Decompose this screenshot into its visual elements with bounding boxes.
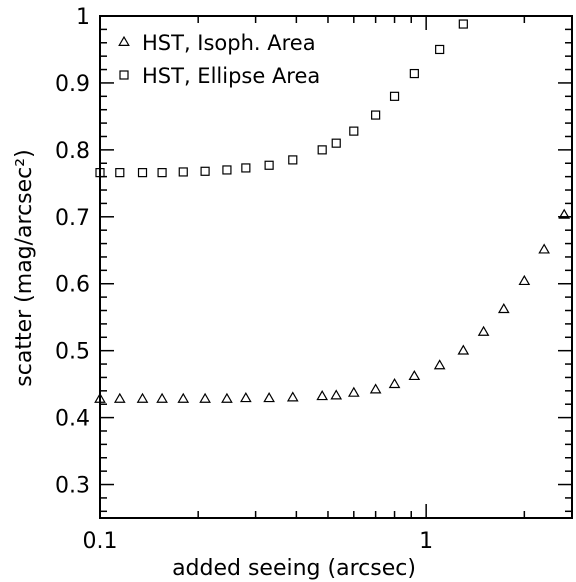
y-tick-label: 0.8 bbox=[55, 139, 90, 164]
triangle-point bbox=[330, 389, 343, 400]
square-point bbox=[222, 165, 232, 175]
square-point bbox=[371, 110, 381, 120]
triangle-point bbox=[388, 377, 401, 389]
triangle-point bbox=[477, 325, 490, 336]
triangle-point bbox=[316, 390, 329, 401]
triangle-point bbox=[497, 303, 510, 314]
square-point bbox=[317, 145, 327, 155]
y-axis-label: scatter (mag/arcsec²) bbox=[12, 149, 37, 386]
data-points bbox=[94, 19, 571, 403]
triangle-point bbox=[199, 392, 211, 403]
y-tick-label: 0.7 bbox=[55, 206, 90, 231]
triangle-point bbox=[408, 369, 421, 381]
triangle-point bbox=[113, 392, 126, 403]
square-point bbox=[157, 168, 167, 178]
triangle-point bbox=[457, 344, 470, 355]
legend-label: HST, Isoph. Area bbox=[142, 31, 316, 55]
legend-triangle-marker bbox=[118, 35, 130, 46]
axis-ticks bbox=[99, 15, 572, 518]
triangle-point bbox=[263, 392, 275, 403]
tick-labels: 0.3 0.4 0.5 0.6 0.7 0.8 0.9 1 0.1 1 bbox=[55, 5, 433, 554]
square-point bbox=[331, 138, 341, 148]
square-point bbox=[458, 19, 468, 29]
y-tick-label: 0.6 bbox=[55, 273, 90, 298]
square-point bbox=[200, 166, 210, 176]
square-point bbox=[389, 91, 400, 101]
x-tick-label: 1 bbox=[419, 529, 433, 554]
triangle-point bbox=[518, 274, 531, 286]
triangle-point bbox=[221, 392, 233, 403]
square-point bbox=[178, 167, 188, 177]
x-axis-label: added seeing (arcsec) bbox=[172, 556, 416, 581]
square-point bbox=[264, 160, 274, 170]
square-point bbox=[137, 168, 148, 178]
triangle-point bbox=[538, 243, 550, 254]
triangle-point bbox=[240, 392, 252, 403]
triangle-point bbox=[177, 392, 190, 403]
y-tick-label: 0.3 bbox=[55, 474, 90, 499]
legend-square-marker bbox=[119, 70, 129, 80]
square-point bbox=[95, 168, 105, 178]
triangle-point bbox=[369, 383, 382, 394]
y-tick-label: 0.5 bbox=[55, 340, 90, 365]
square-point bbox=[349, 126, 359, 136]
square-point bbox=[115, 168, 125, 178]
square-point bbox=[409, 68, 419, 79]
y-tick-label: 1 bbox=[76, 5, 90, 30]
triangle-point bbox=[347, 386, 360, 397]
square-point bbox=[241, 163, 251, 173]
triangle-point bbox=[558, 208, 571, 219]
triangle-point bbox=[136, 392, 149, 403]
y-tick-label: 0.4 bbox=[55, 407, 90, 432]
y-tick-label: 0.9 bbox=[55, 72, 90, 97]
legend-label: HST, Ellipse Area bbox=[142, 64, 320, 88]
square-point bbox=[435, 44, 445, 55]
square-point bbox=[288, 155, 298, 165]
triangle-point bbox=[94, 392, 106, 403]
triangle-point bbox=[433, 359, 446, 370]
plot-frame bbox=[99, 15, 573, 519]
legend: HST, Isoph. Area HST, Ellipse Area bbox=[118, 31, 320, 88]
triangle-point bbox=[286, 391, 299, 402]
triangle-point bbox=[156, 392, 168, 403]
x-tick-label: 0.1 bbox=[83, 529, 118, 554]
